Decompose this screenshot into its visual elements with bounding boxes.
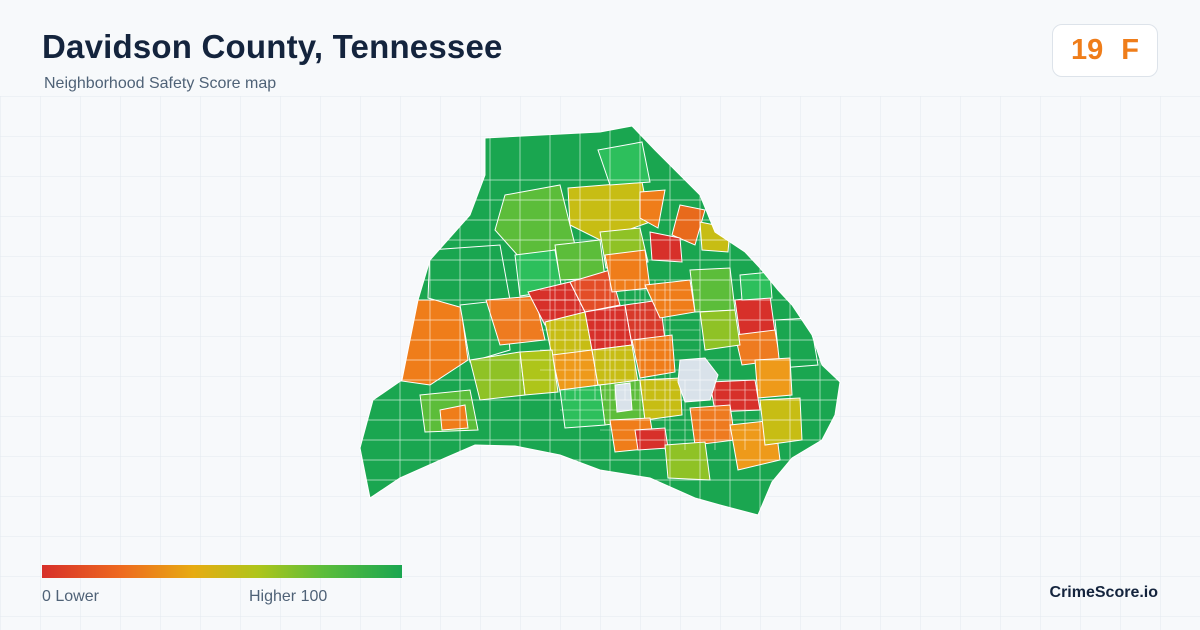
region-south-west-central[interactable] <box>559 384 606 429</box>
region-east-mid[interactable] <box>699 309 741 351</box>
region-core-se[interactable] <box>631 334 676 379</box>
region-no-data-park <box>614 382 633 413</box>
county-shape[interactable] <box>340 120 860 530</box>
region-south-west-orange[interactable] <box>439 404 469 431</box>
region-south-east-4[interactable] <box>759 397 803 446</box>
urban-tract-boundaries <box>540 280 760 450</box>
safety-score-value: 19 <box>1071 34 1104 66</box>
page-title: Davidson County, Tennessee <box>42 28 503 65</box>
county-outline <box>359 125 841 516</box>
legend-color-scale <box>42 565 402 578</box>
region-far-east[interactable] <box>774 317 819 369</box>
region-east-red[interactable] <box>734 295 776 337</box>
region-north-tip[interactable] <box>597 141 651 186</box>
region-south-mid[interactable] <box>639 377 683 421</box>
region-south-east-3[interactable] <box>664 441 711 481</box>
region-inner-west[interactable] <box>519 349 559 396</box>
region-south-east-1[interactable] <box>689 404 736 446</box>
safety-score-badge: 19 F <box>1052 24 1158 77</box>
region-south-east-orange[interactable] <box>754 357 793 399</box>
region-north-east-2[interactable] <box>671 204 706 246</box>
page-subtitle: Neighborhood Safety Score map <box>44 75 277 92</box>
region-core-ne[interactable] <box>604 249 651 293</box>
region-north-east-3[interactable] <box>699 221 731 253</box>
brand-logo-text[interactable]: CrimeScore.io <box>1049 584 1158 601</box>
legend-max-label: Higher 100 <box>249 588 328 605</box>
safety-grade: F <box>1121 34 1139 66</box>
region-west-south[interactable] <box>469 351 526 401</box>
legend-min-label: 0 Lower <box>42 588 99 605</box>
